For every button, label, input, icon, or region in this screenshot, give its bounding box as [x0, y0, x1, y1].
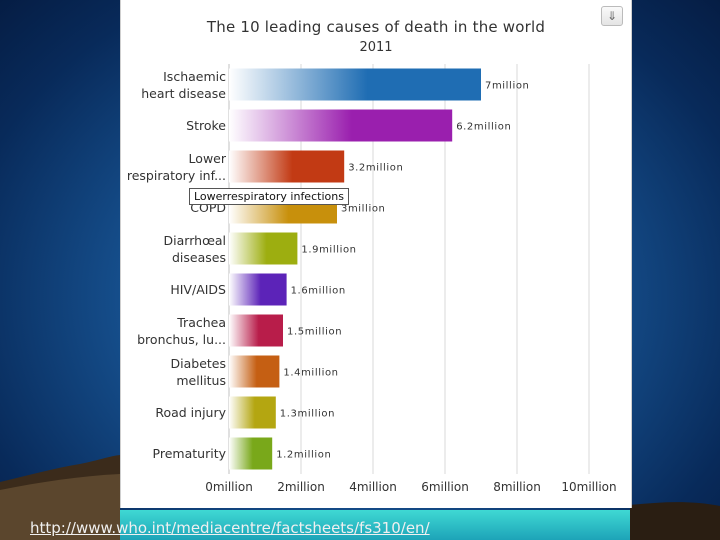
bar[interactable] — [229, 68, 481, 101]
bar-value-label: 6.2million — [456, 122, 511, 133]
category-label-line: Lower — [188, 150, 226, 166]
x-tick-label: 10million — [561, 480, 616, 494]
chart-title: The 10 leading causes of death in the wo… — [206, 18, 546, 36]
category-label-line: mellitus — [176, 372, 226, 388]
bar-value-label: 1.4million — [283, 368, 338, 379]
category-label: Stroke — [121, 117, 226, 134]
bar[interactable] — [229, 150, 345, 183]
category-label: HIV/AIDS — [121, 281, 226, 298]
download-icon[interactable]: ⇓ — [601, 6, 623, 26]
bar-value-label: 3million — [341, 204, 385, 215]
category-label: Trachea bronchus, lu... — [121, 314, 226, 348]
category-label-line: Trachea — [177, 314, 226, 330]
category-label-line: Diarrhœal — [163, 232, 226, 248]
bar-value-label: 1.2million — [276, 450, 331, 461]
source-link[interactable]: http://www.who.int/mediacentre/factsheet… — [30, 519, 430, 537]
x-tick-label: 2million — [277, 480, 325, 494]
bar[interactable] — [229, 396, 276, 429]
bar-value-label: 1.6million — [291, 286, 346, 297]
bar[interactable] — [229, 273, 287, 306]
bar[interactable] — [229, 314, 283, 347]
category-label: Ischaemic heart disease — [121, 68, 226, 102]
category-label: Road injury — [121, 404, 226, 421]
x-tick-label: 6million — [421, 480, 469, 494]
category-label-line: bronchus, lu... — [137, 331, 226, 347]
x-tick-label: 8million — [493, 480, 541, 494]
mountain-horizon — [0, 455, 720, 540]
category-label: Diarrhœal diseases — [121, 232, 226, 266]
chart-subtitle: 2011 — [359, 40, 393, 55]
category-label-line: Diabetes — [170, 355, 227, 371]
chart-tooltip: Lowerrespiratory infections — [189, 188, 349, 205]
category-label-line: diseases — [172, 249, 226, 265]
bar-value-label: 3.2million — [348, 163, 403, 174]
bar-value-label: 1.5million — [287, 327, 342, 338]
bar-chart: 0million 2million 4million 6million 8million… — [205, 64, 617, 494]
category-label-line: HIV/AIDS — [170, 282, 226, 297]
category-label: Diabetes mellitus — [121, 355, 227, 389]
category-label-line: respiratory inf... — [126, 167, 226, 183]
bar-value-label: 7million — [485, 81, 529, 92]
bar-value-label: 1.3million — [280, 409, 335, 420]
x-tick-label: 0million — [205, 480, 253, 494]
category-label-line: Road injury — [155, 405, 226, 420]
bar[interactable] — [229, 109, 453, 142]
x-tick-label: 4million — [349, 480, 397, 494]
bar[interactable] — [229, 232, 298, 265]
chart-panel: The 10 leading causes of death in the wo… — [120, 0, 632, 508]
category-label: Prematurity — [121, 445, 226, 462]
category-label-line: heart disease — [141, 85, 226, 101]
category-label-line: Ischaemic — [163, 68, 226, 84]
bar[interactable] — [229, 437, 273, 470]
category-label-line: Prematurity — [152, 446, 226, 461]
category-label-line: Stroke — [186, 118, 226, 133]
bar-value-label: 1.9million — [301, 245, 356, 256]
category-label: Lower respiratory inf... — [121, 150, 226, 184]
bar[interactable] — [229, 355, 280, 388]
